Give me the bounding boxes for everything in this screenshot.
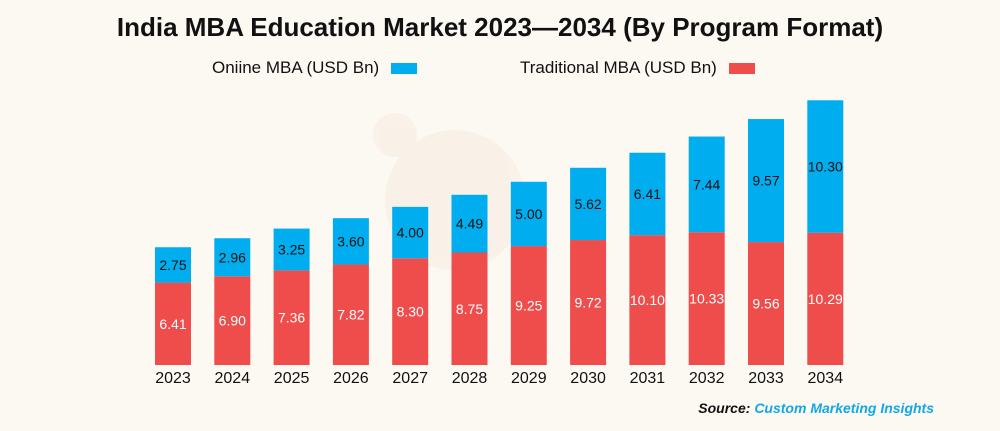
data-label: 4.49	[456, 216, 483, 232]
data-label: 2.75	[159, 257, 186, 273]
data-label: 6.41	[634, 186, 661, 202]
x-tick-label: 2023	[155, 370, 191, 387]
data-label: 10.30	[808, 158, 843, 174]
legend-item-traditional: Traditional MBA (USD Bn)	[520, 58, 755, 78]
bar-segment	[510, 246, 547, 365]
bar-segment	[155, 247, 191, 283]
x-tick-label: 2032	[689, 370, 725, 387]
data-label: 9.57	[752, 173, 779, 189]
data-label: 2.96	[219, 249, 246, 265]
data-label: 5.62	[574, 196, 601, 212]
bar-segment	[748, 242, 784, 365]
data-label: 5.00	[515, 206, 542, 222]
source-note: Source: Custom Marketing Insights	[698, 400, 934, 416]
data-label: 7.36	[278, 310, 305, 326]
x-tick-label: 2033	[748, 370, 784, 387]
bar-segment	[392, 206, 429, 259]
data-label: 10.10	[630, 292, 665, 308]
bar-segment	[332, 218, 369, 265]
bar-segment	[451, 194, 488, 253]
data-label: 6.90	[219, 313, 246, 329]
x-tick-label: 2024	[215, 370, 251, 387]
data-label: 8.75	[456, 301, 483, 317]
legend-label: Traditional MBA (USD Bn)	[520, 58, 717, 77]
bar-segment	[748, 119, 784, 243]
x-tick-label: 2027	[392, 370, 428, 387]
bar-segment	[570, 167, 607, 241]
x-tick-label: 2028	[452, 370, 488, 387]
bar-segment	[451, 252, 488, 365]
bar-segment	[807, 232, 844, 365]
source-link[interactable]: Custom Marketing Insights	[754, 400, 934, 416]
x-tick-label: 2034	[808, 370, 844, 387]
x-tick-label: 2026	[333, 370, 369, 387]
data-label: 10.29	[808, 291, 843, 307]
bar-segment	[392, 258, 429, 365]
legend-swatch	[391, 62, 418, 74]
bar-segment	[214, 238, 251, 277]
source-label: Source:	[698, 400, 751, 416]
bar-segment	[629, 152, 666, 236]
data-label: 3.60	[337, 233, 364, 249]
data-label: 9.72	[574, 295, 601, 311]
x-tick-label: 2029	[511, 370, 547, 387]
legend-item-online: Oniine MBA (USD Bn)	[212, 58, 418, 78]
data-label: 7.44	[693, 176, 720, 192]
bar-segment	[570, 240, 607, 365]
bar-segment	[807, 100, 844, 233]
chart-title: India MBA Education Market 2023—2034 (By…	[116, 12, 884, 42]
data-label: 8.30	[397, 304, 424, 320]
x-tick-label: 2025	[274, 370, 310, 387]
bar-segment	[688, 232, 725, 365]
bar-segment	[688, 136, 725, 233]
data-label: 4.00	[397, 225, 424, 241]
bar-segment	[273, 228, 310, 271]
data-label: 6.41	[159, 316, 186, 332]
x-tick-label: 2031	[630, 370, 666, 387]
bar-segment	[332, 264, 369, 365]
bar-segment	[629, 235, 666, 365]
bar-segment	[510, 181, 547, 247]
data-label: 7.82	[337, 307, 364, 323]
data-label: 10.33	[689, 291, 724, 307]
bar-segment	[214, 276, 251, 365]
bar-segment	[273, 270, 310, 365]
legend-swatch	[728, 62, 755, 74]
legend-label: Oniine MBA (USD Bn)	[212, 58, 380, 77]
data-label: 3.25	[278, 241, 305, 257]
data-label: 9.56	[752, 296, 779, 312]
x-tick-label: 2030	[570, 370, 606, 387]
data-label: 9.25	[515, 298, 542, 314]
bar-segment	[155, 282, 191, 365]
